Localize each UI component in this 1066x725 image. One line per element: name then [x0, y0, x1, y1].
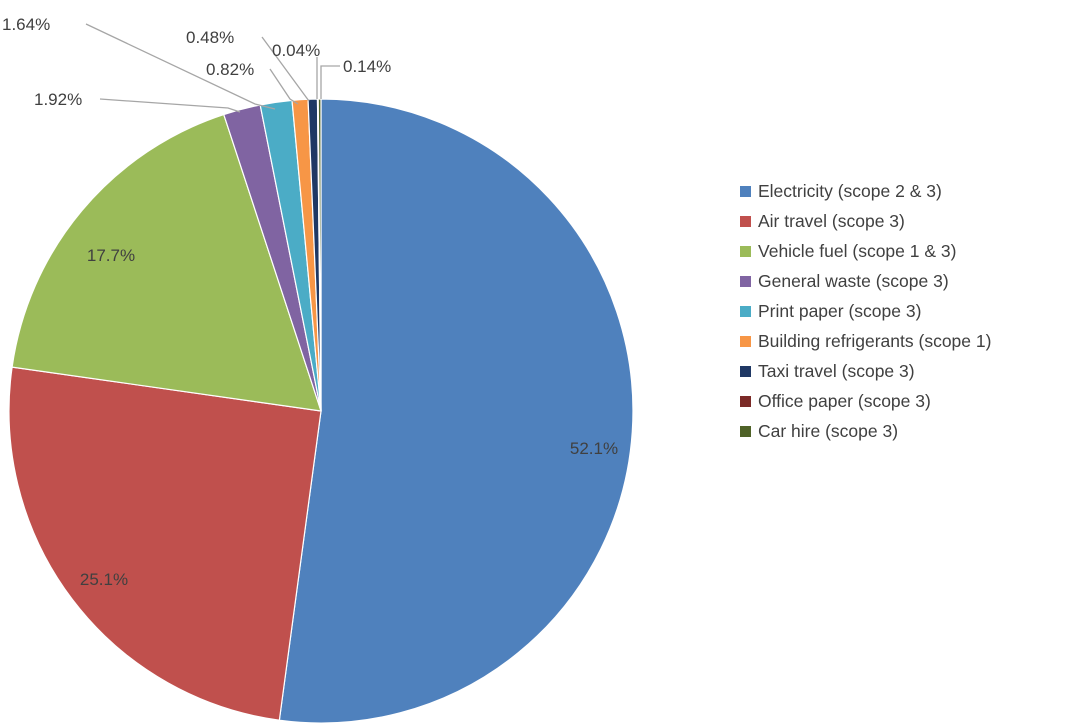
pie-slice-vehicle-fuel-scope-1-3 [11, 113, 322, 412]
leader-line-print-paper-scope-3 [85, 23, 276, 110]
legend-item-electricity-scope-2-3: Electricity (scope 2 & 3) [740, 176, 991, 206]
data-label-building-refrigerants-scope-1: 0.82% [206, 60, 254, 79]
leader-line-building-refrigerants-scope-1 [269, 68, 299, 105]
legend-swatch [740, 365, 751, 377]
data-label-air-travel-scope-3: 25.1% [80, 570, 128, 589]
legend-swatch [740, 275, 751, 287]
legend-label: Electricity (scope 2 & 3) [758, 181, 942, 201]
legend-item-building-refrigerants-scope-1: Building refrigerants (scope 1) [740, 326, 991, 356]
legend-label: Car hire (scope 3) [758, 421, 899, 441]
data-label-electricity-scope-2-3: 52.1% [570, 439, 618, 458]
data-label-taxi-travel-scope-3: 0.48% [186, 28, 234, 47]
leader-line-taxi-travel-scope-3 [261, 36, 310, 102]
legend-swatch [740, 245, 751, 257]
leader-line-general-waste-scope-3 [99, 98, 241, 113]
legend-swatch [740, 185, 751, 197]
data-labels: 52.1% 25.1% 17.7% 1.92% 1.64% 0.82% 0.48% 0.04%… [2, 15, 618, 589]
legend-swatch [740, 305, 751, 317]
legend-swatch [740, 215, 751, 227]
legend: Electricity (scope 2 & 3) Air travel (sco… [740, 176, 991, 446]
legend-swatch [740, 395, 751, 407]
data-label-car-hire-scope-3: 0.14% [343, 57, 391, 76]
legend-item-print-paper-scope-3: Print paper (scope 3) [740, 296, 991, 326]
legend-item-taxi-travel-scope-3: Taxi travel (scope 3) [740, 356, 991, 386]
data-label-office-paper-scope-3: 0.04% [272, 41, 320, 60]
pie-chart: 52.1% 25.1% 17.7% 1.92% 1.64% 0.82% 0.48% 0.04%… [2, 15, 634, 724]
legend-swatch [740, 335, 751, 347]
legend-item-office-paper-scope-3: Office paper (scope 3) [740, 386, 991, 416]
legend-swatch [740, 425, 751, 437]
legend-item-general-waste-scope-3: General waste (scope 3) [740, 266, 991, 296]
pie-slice-electricity-scope-2-3 [278, 98, 634, 724]
data-label-vehicle-fuel-scope-1-3: 17.7% [87, 246, 135, 265]
pie-slices [8, 98, 634, 724]
pie-slice-air-travel-scope-3 [8, 366, 322, 721]
legend-item-air-travel-scope-3: Air travel (scope 3) [740, 206, 991, 236]
legend-label: Office paper (scope 3) [758, 391, 931, 411]
legend-label: Building refrigerants (scope 1) [758, 331, 992, 351]
legend-label: General waste (scope 3) [758, 271, 949, 291]
legend-label: Print paper (scope 3) [758, 301, 922, 321]
legend-label: Taxi travel (scope 3) [758, 361, 915, 381]
legend-label: Air travel (scope 3) [758, 211, 905, 231]
legend-item-vehicle-fuel-scope-1-3: Vehicle fuel (scope 1 & 3) [740, 236, 991, 266]
data-label-general-waste-scope-3: 1.92% [34, 90, 82, 109]
legend-item-car-hire-scope-3: Car hire (scope 3) [740, 416, 991, 446]
leader-line-car-hire-scope-3 [320, 65, 340, 99]
leader-lines [85, 23, 340, 113]
data-label-print-paper-scope-3: 1.64% [2, 15, 50, 34]
legend-label: Vehicle fuel (scope 1 & 3) [758, 241, 957, 261]
